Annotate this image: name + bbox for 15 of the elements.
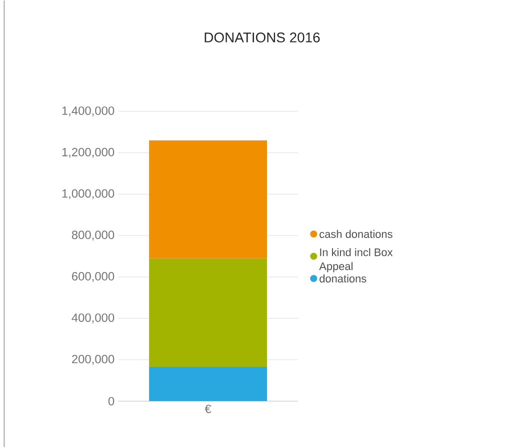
- x-tick-label: €: [204, 404, 212, 414]
- y-tick-label: 800,000: [72, 230, 114, 241]
- bar: [149, 140, 267, 259]
- legend-label: cash donations: [320, 230, 392, 238]
- y-tick-label: 0: [108, 397, 114, 406]
- y-tick-label: 1,000,000: [62, 189, 114, 200]
- chart-title: DONATIONS 2016: [204, 32, 320, 43]
- legend-label: donations: [320, 274, 366, 283]
- y-tick-label: 1,200,000: [62, 148, 114, 158]
- y-tick-label: 600,000: [72, 272, 114, 282]
- y-tick-label: 400,000: [72, 314, 114, 324]
- y-tick-label: 1,400,000: [62, 106, 114, 117]
- bar: [149, 367, 267, 402]
- y-tick-label: 200,000: [72, 355, 114, 365]
- bar: [149, 258, 267, 368]
